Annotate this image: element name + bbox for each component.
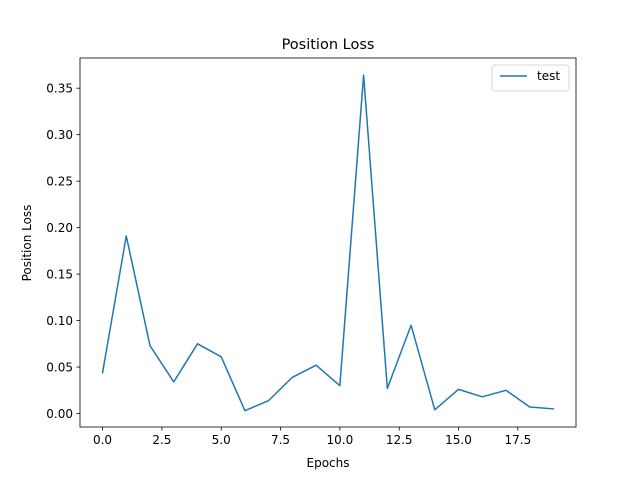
axes-frame [79,57,577,428]
y-tick-label: 0.35 [46,82,73,96]
x-tick-label: 10.0 [327,433,354,447]
y-tick-label: 0.25 [46,175,73,189]
x-tick-label: 2.5 [152,433,171,447]
chart-title: Position Loss [282,37,375,53]
legend-box [491,64,570,92]
series-line-test [101,74,555,412]
x-tick-label: 0.0 [93,433,112,447]
y-axis-label: Position Loss [20,205,34,282]
y-tick-label: 0.15 [46,268,73,282]
x-tick-label: 17.5 [504,433,531,447]
y-tick-label: 0.00 [46,407,73,421]
x-axis-label: Epochs [307,456,350,470]
y-tick-label: 0.20 [46,221,73,235]
y-tick-label: 0.10 [46,314,73,328]
y-tick-label: 0.30 [46,128,73,142]
axis-ticks: 0.0 2.5 5.0 7.5 10.0 12.5 15.0 17.5 0.00 0.05 0.10… [46,82,531,447]
y-tick-label: 0.05 [46,361,73,375]
legend: test [491,64,570,92]
legend-label: test [537,69,560,83]
x-tick-label: 5.0 [212,433,231,447]
x-tick-label: 15.0 [445,433,472,447]
x-tick-label: 7.5 [271,433,290,447]
plot-area [101,74,555,412]
x-tick-label: 12.5 [386,433,413,447]
